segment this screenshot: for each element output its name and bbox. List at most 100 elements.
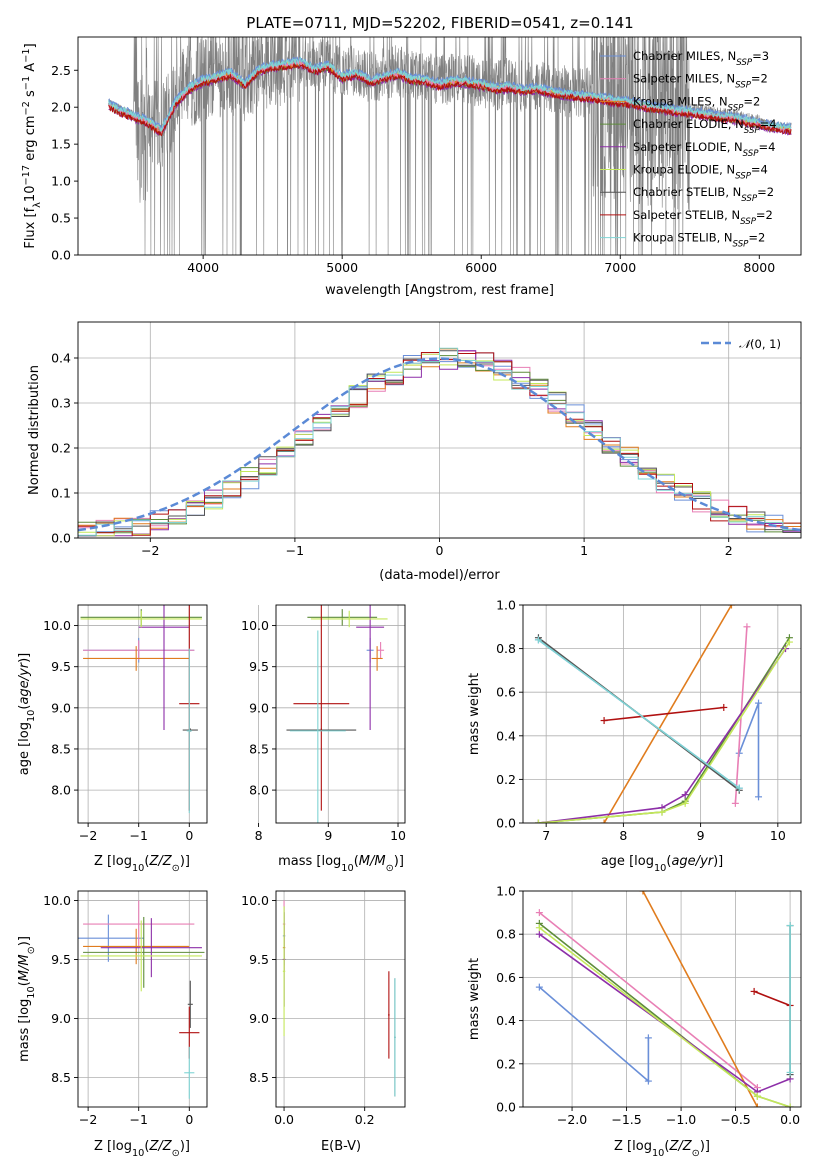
y-tick-label: 9.0 bbox=[51, 700, 71, 715]
x-tick-label: −2 bbox=[79, 1112, 97, 1127]
y-tick-label: 8.0 bbox=[249, 783, 269, 798]
y-tick-label: 8.5 bbox=[249, 1070, 269, 1085]
y-tick-label: 0.0 bbox=[496, 1100, 516, 1115]
y-tick-label: 9.0 bbox=[249, 1011, 269, 1026]
y-tick-label: 8.5 bbox=[249, 741, 269, 756]
plot-area-weight_vs_age bbox=[534, 605, 793, 823]
weight-line bbox=[734, 626, 748, 804]
legend-entry: Chabrier STELIB, NSSP=2 bbox=[633, 185, 774, 204]
weight-line bbox=[538, 911, 758, 1089]
x-tick-label: −2 bbox=[141, 543, 159, 558]
axes-frame bbox=[275, 604, 406, 824]
legend-entry: 𝒩(0, 1) bbox=[739, 337, 781, 351]
x-tick-label: −1 bbox=[286, 543, 304, 558]
y-tick-label: 9.5 bbox=[51, 952, 71, 967]
axes-frame bbox=[77, 36, 802, 256]
x-tick-label: 0.0 bbox=[274, 1112, 294, 1127]
x-tick-label: 9 bbox=[324, 828, 332, 843]
axes-frame bbox=[275, 890, 406, 1108]
y-tick-label: 0.6 bbox=[496, 970, 516, 985]
y-tick-label: 10.0 bbox=[43, 893, 71, 908]
x-tick-label: −1.5 bbox=[611, 1112, 641, 1127]
model-spectrum bbox=[108, 56, 792, 132]
y-axis-label: mass [log10(M/M⊙)] bbox=[17, 936, 37, 1062]
x-tick-label: −1 bbox=[129, 1112, 147, 1127]
figure-title: PLATE=0711, MJD=52202, FIBERID=0541, z=0… bbox=[246, 14, 633, 32]
x-axis-label: age [log10(age/yr)] bbox=[601, 854, 724, 874]
y-tick-label: 9.0 bbox=[51, 1011, 71, 1026]
y-tick-label: 1.0 bbox=[51, 174, 71, 189]
legend-entry: Salpeter STELIB, NSSP=2 bbox=[633, 208, 773, 227]
weight-line bbox=[538, 922, 791, 1107]
y-tick-label: 0.4 bbox=[496, 1013, 516, 1028]
y-tick-label: 0.3 bbox=[51, 396, 71, 411]
x-tick-label: 0.0 bbox=[780, 1112, 800, 1127]
histogram-series bbox=[78, 350, 801, 537]
y-tick-label: 1.5 bbox=[51, 137, 71, 152]
y-tick-label: 0.8 bbox=[496, 927, 516, 942]
y-axis-label: Flux [fλ10−17 erg cm−2 s−1 A−1] bbox=[21, 43, 43, 248]
y-tick-label: 0.4 bbox=[51, 351, 71, 366]
y-axis-label: Normed distribution bbox=[27, 365, 42, 495]
axes-frame bbox=[522, 604, 802, 824]
weight-line bbox=[738, 702, 760, 797]
weight-line bbox=[538, 648, 787, 823]
y-tick-label: 1.0 bbox=[496, 884, 516, 899]
y-axis-label: mass weight bbox=[467, 958, 482, 1040]
x-tick-label: 4000 bbox=[187, 260, 219, 275]
weight-line bbox=[538, 927, 791, 1107]
legend-entry: Kroupa ELODIE, NSSP=4 bbox=[633, 163, 768, 182]
normal-curve bbox=[78, 357, 801, 532]
y-tick-label: 0.2 bbox=[51, 441, 71, 456]
x-tick-label: 7000 bbox=[604, 260, 636, 275]
x-tick-label: 9 bbox=[697, 828, 705, 843]
plot-area-weight_vs_Z bbox=[535, 891, 794, 1107]
y-tick-label: 9.5 bbox=[249, 952, 269, 967]
plot-area-age_vs_mass bbox=[286, 605, 388, 823]
y-tick-label: 0.0 bbox=[51, 531, 71, 546]
y-tick-label: 10.0 bbox=[43, 618, 71, 633]
legend-entry: Salpeter MILES, NSSP=2 bbox=[633, 72, 768, 91]
y-axis-label: age [log10(age/yr)] bbox=[17, 653, 37, 776]
weight-line bbox=[753, 990, 791, 1007]
x-axis-label: mass [log10(M/M⊙)] bbox=[278, 854, 404, 874]
plot-area-mass_vs_Z bbox=[78, 900, 205, 1099]
x-tick-label: 5000 bbox=[326, 260, 358, 275]
plot-area-age_vs_Z bbox=[80, 605, 202, 814]
x-tick-label: −1.0 bbox=[666, 1112, 696, 1127]
plot-area-spectrum bbox=[108, 37, 792, 255]
x-tick-label: 6000 bbox=[465, 260, 497, 275]
x-tick-label: 2 bbox=[725, 543, 733, 558]
weight-line bbox=[642, 891, 759, 1107]
y-tick-label: 10.0 bbox=[241, 618, 269, 633]
x-tick-label: 8000 bbox=[743, 260, 775, 275]
weight-line bbox=[538, 641, 791, 823]
y-tick-label: 2.5 bbox=[51, 63, 71, 78]
legend-entry: Salpeter ELODIE, NSSP=4 bbox=[633, 140, 775, 159]
x-axis-label: E(B-V) bbox=[321, 1139, 361, 1154]
x-tick-label: −0.5 bbox=[720, 1112, 750, 1127]
plot-area-residuals bbox=[78, 347, 801, 537]
axes-frame bbox=[77, 604, 208, 824]
y-tick-label: 1.0 bbox=[496, 598, 516, 613]
model-spectrum bbox=[108, 56, 792, 132]
legend-entry: Chabrier MILES, NSSP=3 bbox=[633, 49, 769, 68]
x-tick-label: 0 bbox=[185, 828, 193, 843]
axes-frame bbox=[77, 890, 208, 1108]
y-tick-label: 0.6 bbox=[496, 685, 516, 700]
y-tick-label: 9.0 bbox=[249, 700, 269, 715]
y-tick-label: 0.1 bbox=[51, 486, 71, 501]
y-tick-label: 0.8 bbox=[496, 641, 516, 656]
x-tick-label: 7 bbox=[542, 828, 550, 843]
weight-line bbox=[537, 639, 740, 789]
y-tick-label: 10.0 bbox=[241, 893, 269, 908]
y-tick-label: 2.0 bbox=[51, 100, 71, 115]
y-tick-label: 0.0 bbox=[51, 248, 71, 263]
y-tick-label: 0.4 bbox=[496, 728, 516, 743]
x-tick-label: 0 bbox=[436, 543, 444, 558]
y-axis-label: mass weight bbox=[467, 673, 482, 755]
weight-line bbox=[604, 706, 724, 722]
axes-frame bbox=[522, 890, 802, 1108]
x-axis-label: wavelength [Angstrom, rest frame] bbox=[325, 283, 554, 298]
